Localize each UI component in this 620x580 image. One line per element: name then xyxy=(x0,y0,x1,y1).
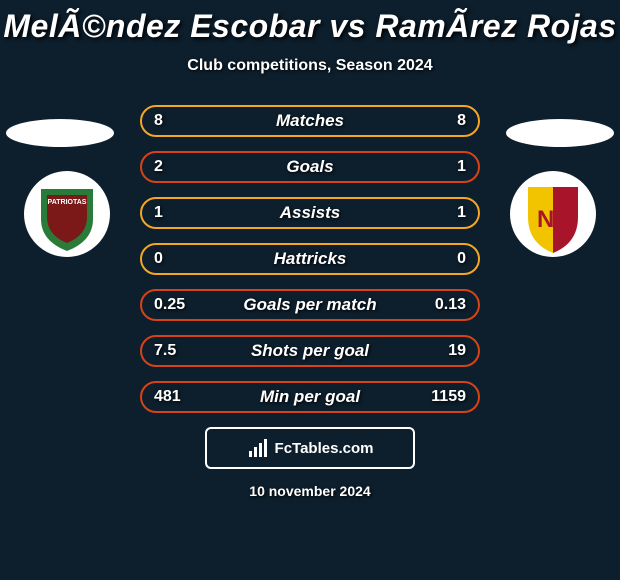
comparison-content: PATRIOTAS NT 8 Matches 8 2 Goals 1 1 Assists 1 0 H… xyxy=(0,105,620,499)
date-text: 10 november 2024 xyxy=(0,483,620,499)
stat-bars: 8 Matches 8 2 Goals 1 1 Assists 1 0 Hattricks 0 0.25… xyxy=(140,105,480,413)
stat-value-left: 1 xyxy=(154,204,163,222)
stat-value-right: 1159 xyxy=(431,388,466,406)
footer-logo-box: FcTables.com xyxy=(205,427,415,469)
stat-label: Hattricks xyxy=(274,249,347,269)
stat-value-left: 7.5 xyxy=(154,342,176,360)
stat-value-right: 1 xyxy=(457,204,466,222)
svg-text:NT: NT xyxy=(537,206,569,233)
stat-bar: 1 Assists 1 xyxy=(140,197,480,229)
stat-value-left: 0.25 xyxy=(154,296,185,314)
team-crest-right: NT xyxy=(510,171,596,257)
stat-value-left: 8 xyxy=(154,112,163,130)
stat-bar: 7.5 Shots per goal 19 xyxy=(140,335,480,367)
stat-bar: 8 Matches 8 xyxy=(140,105,480,137)
stat-bar: 2 Goals 1 xyxy=(140,151,480,183)
page-title: MelÃ©ndez Escobar vs RamÃ­rez Rojas xyxy=(0,0,620,45)
stat-label: Matches xyxy=(276,111,344,131)
stat-bar: 0.25 Goals per match 0.13 xyxy=(140,289,480,321)
svg-text:PATRIOTAS: PATRIOTAS xyxy=(48,199,87,206)
stat-value-right: 0.13 xyxy=(435,296,466,314)
stat-value-left: 2 xyxy=(154,158,163,176)
stat-label: Goals xyxy=(286,157,333,177)
stat-label: Shots per goal xyxy=(251,341,369,361)
stat-value-left: 0 xyxy=(154,250,163,268)
team-crest-left: PATRIOTAS xyxy=(24,171,110,257)
ellipse-right xyxy=(506,119,614,147)
stat-value-right: 0 xyxy=(457,250,466,268)
stat-label: Goals per match xyxy=(243,295,376,315)
stat-bar: 481 Min per goal 1159 xyxy=(140,381,480,413)
stat-bar: 0 Hattricks 0 xyxy=(140,243,480,275)
subtitle: Club competitions, Season 2024 xyxy=(0,57,620,75)
stat-label: Assists xyxy=(280,203,340,223)
stat-value-right: 19 xyxy=(448,342,466,360)
ellipse-left xyxy=(6,119,114,147)
stat-value-right: 8 xyxy=(457,112,466,130)
stat-value-left: 481 xyxy=(154,388,181,406)
stat-label: Min per goal xyxy=(260,387,360,407)
stat-value-right: 1 xyxy=(457,158,466,176)
footer-text: FcTables.com xyxy=(275,440,374,457)
chart-icon xyxy=(247,437,269,459)
